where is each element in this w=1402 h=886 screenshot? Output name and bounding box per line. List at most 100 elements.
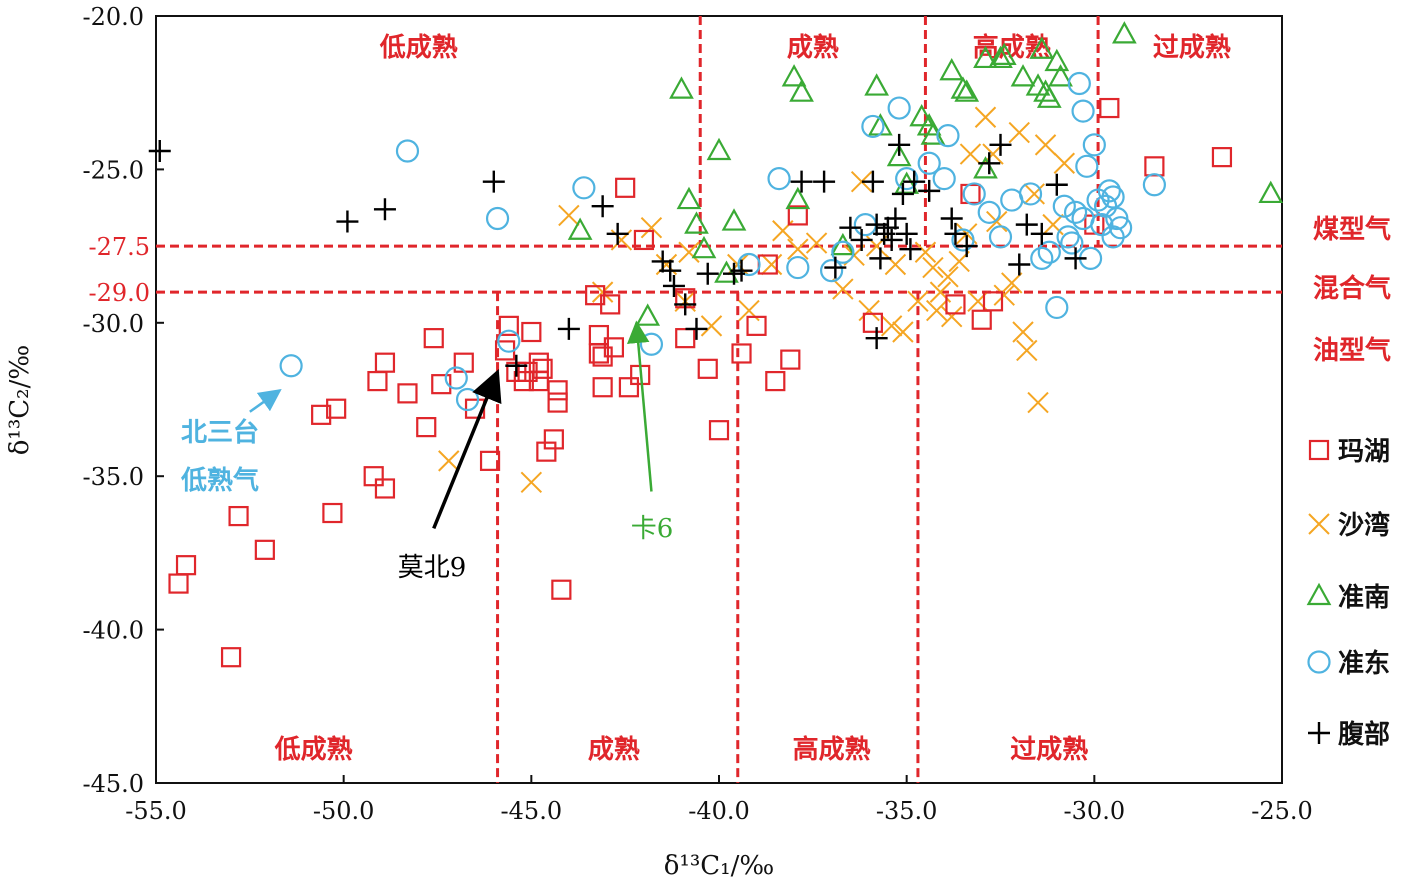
data-point [886,143,912,167]
data-point [640,216,663,239]
data-point [220,647,242,668]
data-point [1012,321,1034,343]
x-tick-label: -30.0 [1064,797,1126,825]
data-point [940,305,963,328]
data-point [730,259,753,282]
data-point [669,76,694,99]
data-point [959,143,982,165]
y-tick-label: -25.0 [82,156,144,184]
data-point [1060,231,1084,255]
data-point [567,217,593,240]
data-point [700,315,723,337]
data-point [765,370,786,392]
data-point [633,229,655,251]
data-point [790,170,813,193]
data-point [696,262,719,285]
data-point [767,167,791,191]
y-tick-label: -45.0 [82,770,144,798]
data-point [1056,225,1080,249]
data-point [861,170,884,193]
data-point [1034,134,1057,156]
data-point [228,505,249,527]
data-point [746,315,767,336]
data-point [787,238,809,260]
data-point [374,352,396,373]
data-point [423,328,444,349]
annotation-label: 莫北9 [398,553,467,583]
data-point [1036,85,1062,108]
data-point [936,124,960,148]
data-point [916,113,942,136]
data-point [1101,225,1125,249]
data-point [955,235,978,258]
data-point [922,256,944,279]
data-point [659,259,682,282]
data-point [479,450,501,471]
x-tick-label: -40.0 [688,797,750,825]
data-point [892,321,914,343]
data-point [861,114,885,139]
data-point [326,398,347,419]
x-axis-label: δ¹³C₁/‰ [664,851,774,881]
annotation-arrow [432,368,502,530]
data-point [858,299,880,322]
data-point [592,377,613,398]
data-point [521,321,542,343]
data-point [498,315,519,336]
data-point [971,309,992,330]
data-point [367,370,388,392]
data-point [894,171,920,194]
data-point [780,349,801,370]
data-point [757,254,778,275]
data-point [1008,121,1030,144]
data-point [547,392,568,413]
data-point [551,579,572,600]
data-point [1030,246,1054,270]
y-tick-label: -30.0 [82,310,144,338]
data-point [899,238,922,261]
data-point [940,207,963,230]
data-point [786,255,810,280]
data-point [1071,99,1095,123]
y-axis-label: δ¹³C₂/‰ [5,345,35,455]
data-point [824,256,847,279]
data-point [1029,36,1055,59]
data-point [505,354,528,377]
data-point [869,247,892,270]
data-point [1097,179,1121,203]
data-point [789,79,814,102]
data-point [932,167,956,191]
data-point [760,253,783,276]
data-point [168,573,189,594]
legend-label: 沙湾 [1338,510,1390,541]
data-point [1211,147,1233,168]
data-point [639,332,664,356]
data-point [887,96,911,120]
data-point [865,327,888,350]
data-point [895,222,918,245]
gas-type-label: 混合气 [1313,273,1391,304]
data-point [674,293,697,316]
data-point [1048,64,1073,87]
legend-marker [1308,513,1330,535]
data-point [1258,180,1284,204]
data-point [986,210,1008,233]
data-point [1044,48,1070,72]
data-point [880,228,903,251]
legend-marker [1308,439,1330,461]
data-point [1037,240,1061,264]
data-point [1016,339,1038,362]
data-point [895,167,919,191]
data-point [785,186,811,210]
data-point [991,42,1017,65]
x-tick-label: -35.0 [876,797,938,825]
data-point [148,139,171,162]
zone-label-lower: 低成熟 [274,734,353,765]
data-point [1001,272,1023,294]
gas-type-label: 油型气 [1313,335,1391,366]
data-point [279,354,303,378]
annotation-label: 北三台 [181,417,259,448]
zone-label-upper: 过成熟 [1153,32,1231,63]
data-point [322,502,343,524]
data-point [708,420,730,441]
